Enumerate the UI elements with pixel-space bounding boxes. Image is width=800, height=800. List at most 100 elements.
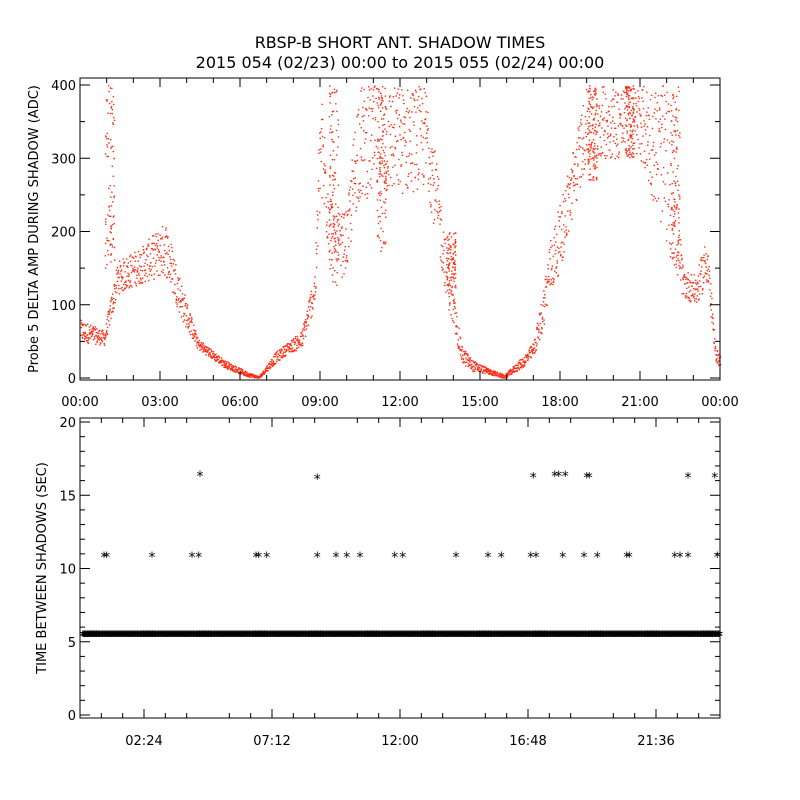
interval-point-baseline: * [591,629,598,645]
interval-point-baseline: * [560,629,567,645]
amp-point [110,317,112,320]
amp-point [327,207,330,209]
amp-point [580,119,582,121]
interval-point-baseline: * [316,629,323,645]
amp-point [612,116,614,119]
interval-point-baseline: * [617,629,624,645]
interval-point-baseline: * [613,629,620,645]
amp-point [107,313,109,315]
interval-point-baseline: * [536,629,543,645]
amp-point [660,94,662,97]
amp-point [586,148,588,151]
interval-point-baseline: * [84,629,91,645]
amp-point [648,114,650,117]
interval-point: * [195,550,202,566]
amp-point [129,285,131,287]
amp-point [546,278,548,280]
amp-point [248,373,250,375]
amp-point [233,366,235,368]
amp-point [218,355,220,358]
interval-point-baseline: * [618,629,625,645]
amp-point [270,361,272,363]
amp-point [101,330,103,333]
amp-point [449,304,451,306]
amp-point [555,267,557,269]
amp-point [498,373,501,375]
amp-point [453,300,455,303]
amp-point [379,194,381,196]
interval-point-baseline: * [395,629,402,645]
amp-point [543,319,545,321]
amp-point-burst [451,259,453,261]
amp-point-burst [589,153,591,155]
interval-point-baseline: * [532,629,539,645]
amp-point [609,135,611,137]
amp-point-burst [381,146,383,149]
interval-point-baseline: * [411,629,418,645]
amp-point [449,302,451,304]
amp-point [609,141,611,143]
amp-point [375,167,378,170]
interval-point-baseline: * [95,629,102,645]
amp-point [703,282,705,284]
amp-point-burst [383,160,386,162]
amp-point [542,304,544,307]
amp-point [405,110,408,113]
top-x-tick-label: 00:00 [61,395,98,410]
amp-point [643,120,645,122]
amp-point [467,363,470,365]
amp-point [714,347,717,350]
interval-point-baseline: * [280,629,287,645]
amp-point-burst [378,96,380,99]
amp-point [315,248,318,250]
interval-point-baseline: * [559,629,566,645]
amp-point [302,337,305,340]
interval-point-baseline: * [569,629,576,645]
top-scatter-points [80,85,722,379]
interval-point-baseline: * [210,629,217,645]
amp-point [402,123,404,125]
interval-point-baseline: * [443,629,450,645]
interval-point-baseline: * [476,629,483,645]
amp-point [605,143,607,146]
interval-point-baseline: * [683,629,690,645]
amp-point [354,192,356,194]
amp-point [706,258,709,261]
amp-point [166,267,169,269]
interval-point-baseline: * [404,629,411,645]
amp-point-burst [110,227,112,230]
amp-point [551,265,554,267]
interval-point-baseline: * [609,629,616,645]
amp-point [592,127,594,130]
amp-point-burst [448,270,450,272]
amp-point [284,348,286,351]
amp-point [82,324,84,327]
amp-point-burst [110,253,113,255]
amp-point [187,317,190,319]
amp-point [383,164,385,167]
interval-point-baseline: * [81,629,88,645]
amp-point-burst [105,135,107,137]
interval-point-baseline: * [247,629,254,645]
amp-point [451,293,453,296]
amp-point [702,259,704,262]
amp-point [536,328,538,330]
interval-point-baseline: * [196,629,203,645]
interval-point-baseline: * [604,629,611,645]
amp-point [165,229,167,231]
amp-point-burst [329,93,332,96]
amp-point [335,233,337,235]
interval-point-baseline: * [658,629,665,645]
amp-point [632,118,634,120]
amp-point [230,366,233,368]
amp-point [215,359,218,361]
interval-point-baseline: * [144,629,151,645]
amp-point [623,111,626,114]
amp-point [642,135,644,137]
interval-point-baseline: * [573,629,580,645]
amp-point [431,174,434,177]
interval-point-baseline: * [134,629,141,645]
amp-point [578,125,581,128]
amp-point [350,180,352,182]
amp-point-burst [676,95,678,97]
